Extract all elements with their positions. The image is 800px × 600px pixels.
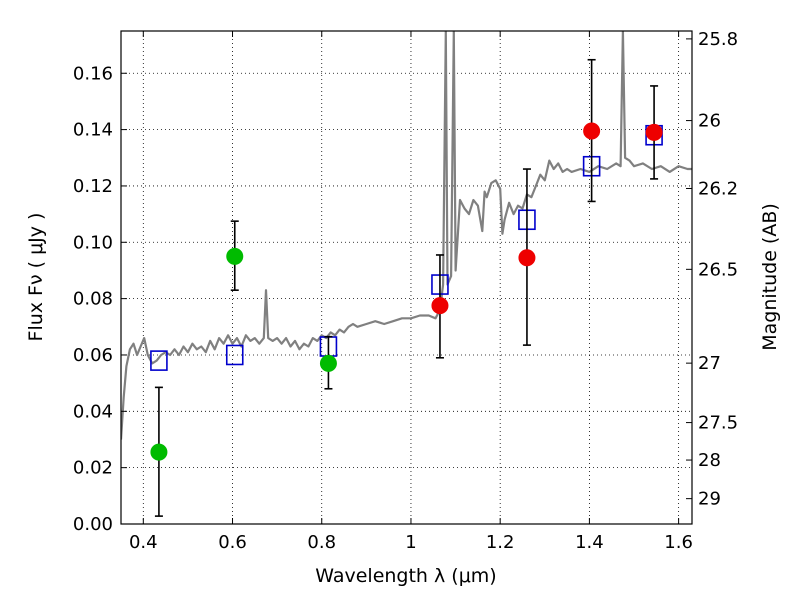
y2-tick-label: 26 [698,111,721,132]
y-tick-label: 0.02 [73,458,113,479]
green-data-point [319,354,337,372]
y-tick-label: 0.16 [73,63,113,84]
y2-tick-label: 26.5 [698,259,738,280]
y-tick-label: 0.08 [73,289,113,310]
y2-tick-label: 29 [698,489,721,510]
marker-layer [150,58,663,517]
y2-tick-label: 25.8 [698,29,738,50]
y-tick-label: 0.00 [73,514,113,535]
y2-tick-label: 27 [698,353,721,374]
y2-tick-label: 26.2 [698,178,738,199]
y-axis-label: Flux Fν ( μJy ) [25,213,47,342]
x-tick-label: 0.8 [307,532,336,553]
x-tick-label: 0.6 [218,532,247,553]
red-data-point [583,122,601,140]
green-data-point [226,247,244,265]
red-data-point [518,249,536,267]
y-tick-label: 0.04 [73,401,113,422]
y-tick-label: 0.14 [73,120,113,141]
y2-tick-label: 27.5 [698,413,738,434]
x-tick-label: 0.4 [129,532,158,553]
y-tick-label: 0.10 [73,232,113,253]
red-data-point [431,297,449,315]
x-tick-label: 1.2 [486,532,515,553]
y-tick-label: 0.12 [73,176,113,197]
red-data-point [645,123,663,141]
model-photometry-square [150,350,168,371]
x-tick-label: 1.4 [575,532,604,553]
grid-lines [121,31,692,525]
x-tick-label: 1.6 [664,532,693,553]
spectrum-line [121,31,692,440]
x-axis-label: Wavelength λ (μm) [315,565,496,587]
y2-tick-label: 28 [698,450,721,471]
green-data-point [150,443,168,461]
x-tick-label: 1 [405,532,416,553]
model-photometry-square [225,344,244,366]
y2-axis-label: Magnitude (AB) [759,203,781,351]
spectrum-layer [121,31,692,440]
tick-layer: 0.4 0.6 0.8 1 1.2 1.4 1.6 0.00 0.02 0.04 0.06 0.08 0… [73,29,738,553]
plot-frame [120,30,693,525]
y-tick-label: 0.06 [73,345,113,366]
